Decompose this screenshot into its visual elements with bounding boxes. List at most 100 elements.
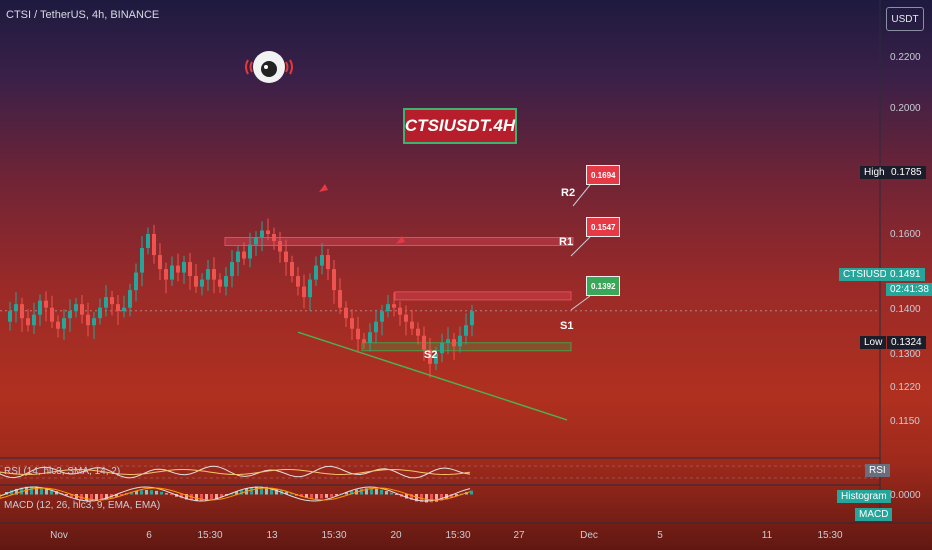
price-tick: 0.1600 [890,229,921,240]
macd-histogram-bar [120,494,123,496]
s1-value-callout: 0.1392 [586,276,621,296]
macd-histogram-bar [375,488,378,495]
candle-body [254,237,258,245]
time-tick: 6 [146,530,152,541]
macd-histogram-bar [80,494,83,500]
candle-body [356,328,360,340]
rsi-ma-line [0,468,471,476]
macd-histogram-bar [250,487,253,495]
candle-body [122,307,126,312]
macd-histogram-bar [350,490,353,495]
candle-body [446,339,450,343]
time-tick: 15:30 [321,530,347,541]
candle-body [68,311,72,319]
macd-histogram-bar [305,494,308,498]
macd-histogram-bar [210,494,213,501]
candle-body [428,349,432,364]
time-tick: Nov [50,530,68,541]
macd-histogram-bar [65,494,68,496]
macd-histogram-bar [30,486,33,495]
price-tick: 0.1400 [890,304,921,315]
r2-value-callout: 0.1694 [586,165,621,185]
macd-histogram-bar [70,494,73,498]
candle-body [278,241,282,252]
candle-body [344,307,348,319]
macd-histogram-bar [195,494,198,502]
r2-label: R2 [561,187,576,199]
candle-body [116,304,120,312]
price-tick: 0.2200 [890,52,921,63]
macd-legend[interactable]: MACD (12, 26, hlc3, 9, EMA, EMA) [4,500,161,511]
macd-histogram-bar [410,494,413,501]
rsi-legend[interactable]: RSI (14, hlc3, SMA, 14, 2) [4,466,121,477]
candle-body [218,279,222,287]
author-logo-icon [242,40,296,94]
macd-histogram-bar [320,494,323,499]
s1-callout-pointer [570,295,591,311]
macd-histogram-bar [105,494,108,500]
macd-histogram-bar [315,494,318,499]
candle-body [230,262,234,277]
macd-line [0,486,471,502]
candle-body [380,311,384,322]
candle-body [92,318,96,326]
macd-histogram-bar [185,494,188,500]
macd-histogram-bar [345,492,348,495]
candle-body [20,304,24,319]
candle-body [236,251,240,263]
time-tick: 27 [513,530,525,541]
price-tick: 0.1150 [890,416,920,427]
candle-body [212,269,216,280]
candle-body [458,335,462,347]
candle-body [158,255,162,270]
rsi-tag: RSI [865,464,890,477]
macd-histogram-bar [390,492,393,495]
currency-button[interactable]: USDT [886,7,924,31]
r1-callout-pointer [570,236,591,257]
candle-body [128,290,132,308]
macd-histogram-bar [275,488,278,495]
candle-body [260,230,264,238]
candle-body [398,307,402,315]
candle-body [386,304,390,312]
macd-histogram-bar [165,493,168,495]
r1-value-callout: 0.1547 [586,217,621,237]
macd-histogram-bar [385,491,388,495]
macd-histogram-bar [135,490,138,495]
macd-histogram-bar [240,489,243,495]
macd-histogram-bar [155,490,158,495]
candle-body [164,269,168,280]
candle-body [86,314,90,326]
r1-label: R1 [559,236,574,248]
candle-body [140,248,144,273]
macd-histogram-bar [145,489,148,495]
macd-histogram-bar [330,494,333,497]
candle-body [470,311,474,326]
s1-label: S1 [560,320,574,332]
candle-body [56,321,60,329]
macd-histogram-bar [150,490,153,495]
candle-body [14,304,18,312]
candle-body [248,244,252,259]
macd-histogram-bar [415,494,418,502]
macd-histogram-bar [90,494,93,502]
candle-body [206,269,210,280]
macd-histogram-bar [10,490,13,495]
candle-body [8,311,12,322]
candle-body [290,262,294,277]
candle-body [416,328,420,336]
macd-histogram-bar [95,494,98,501]
macd-histogram-tag: Histogram [837,490,891,503]
candle-body [152,233,156,256]
macd-histogram-bar [35,486,38,495]
arrow-marker-icon [396,236,405,244]
macd-histogram-bar [300,494,303,497]
macd-signal-line [0,487,471,501]
bar-countdown: 02:41:38 [886,283,932,296]
chart-watermark-title: CTSIUSDT.4H [403,108,517,144]
time-tick: 11 [761,530,773,541]
macd-histogram-bar [170,494,173,496]
macd-histogram-bar [15,488,18,495]
candle-body [32,314,36,326]
